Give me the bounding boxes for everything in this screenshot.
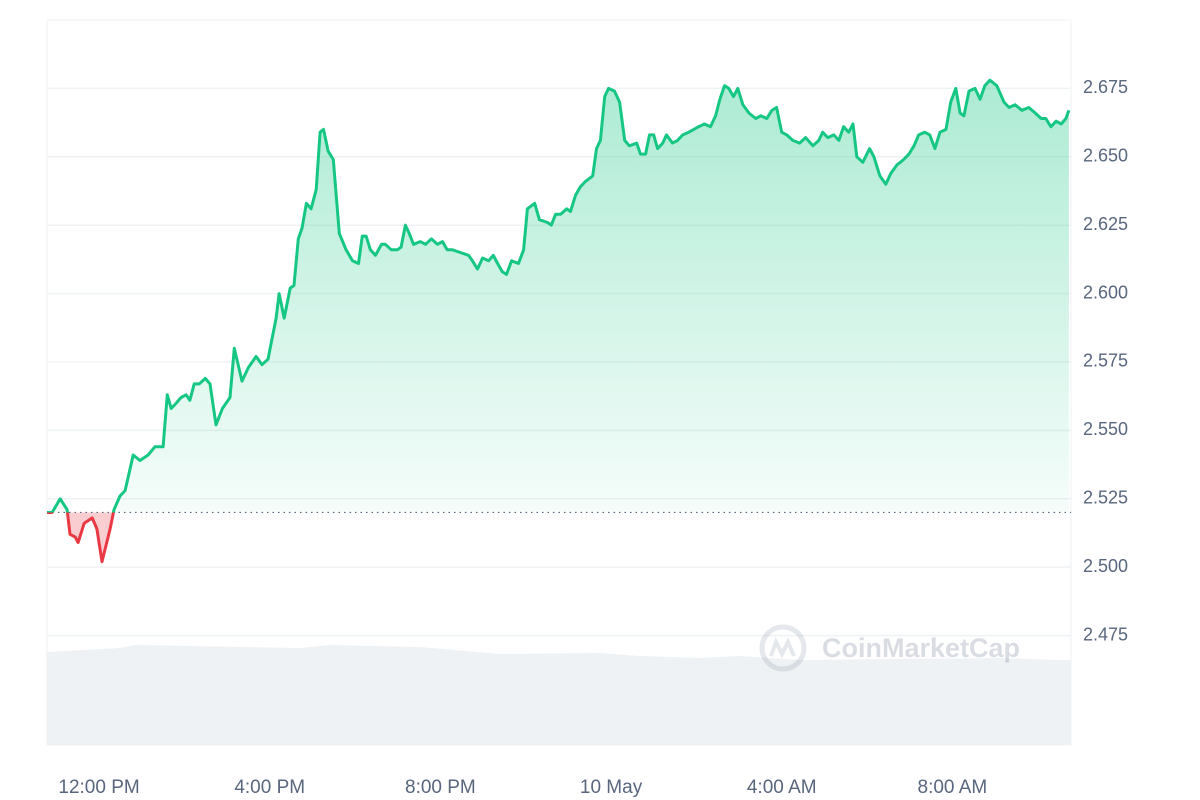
volume-area [47, 645, 1071, 745]
plot [47, 78, 1071, 564]
y-tick-label: 2.575 [1083, 351, 1128, 371]
y-tick-label: 2.600 [1083, 282, 1128, 302]
x-tick-label: 4:00 AM [747, 777, 817, 798]
y-tick-label: 2.650 [1083, 146, 1128, 166]
x-tick-label: 4:00 PM [234, 777, 305, 798]
x-tick-label: 12:00 PM [58, 777, 139, 798]
x-tick-label: 8:00 AM [918, 777, 988, 798]
y-tick-label: 2.500 [1083, 556, 1128, 576]
area-fill [47, 80, 1069, 562]
watermark: CoinMarketCap [759, 624, 1020, 672]
price-line [47, 78, 1071, 564]
y-tick-label: 2.525 [1083, 488, 1128, 508]
y-tick-label: 2.675 [1083, 77, 1128, 97]
x-tick-label: 8:00 PM [405, 777, 476, 798]
y-tick-label: 2.625 [1083, 214, 1128, 234]
x-tick-label: 10 May [580, 777, 643, 798]
y-tick-label: 2.550 [1083, 419, 1128, 439]
y-tick-label: 2.475 [1083, 624, 1128, 644]
watermark-text: CoinMarketCap [822, 633, 1020, 663]
